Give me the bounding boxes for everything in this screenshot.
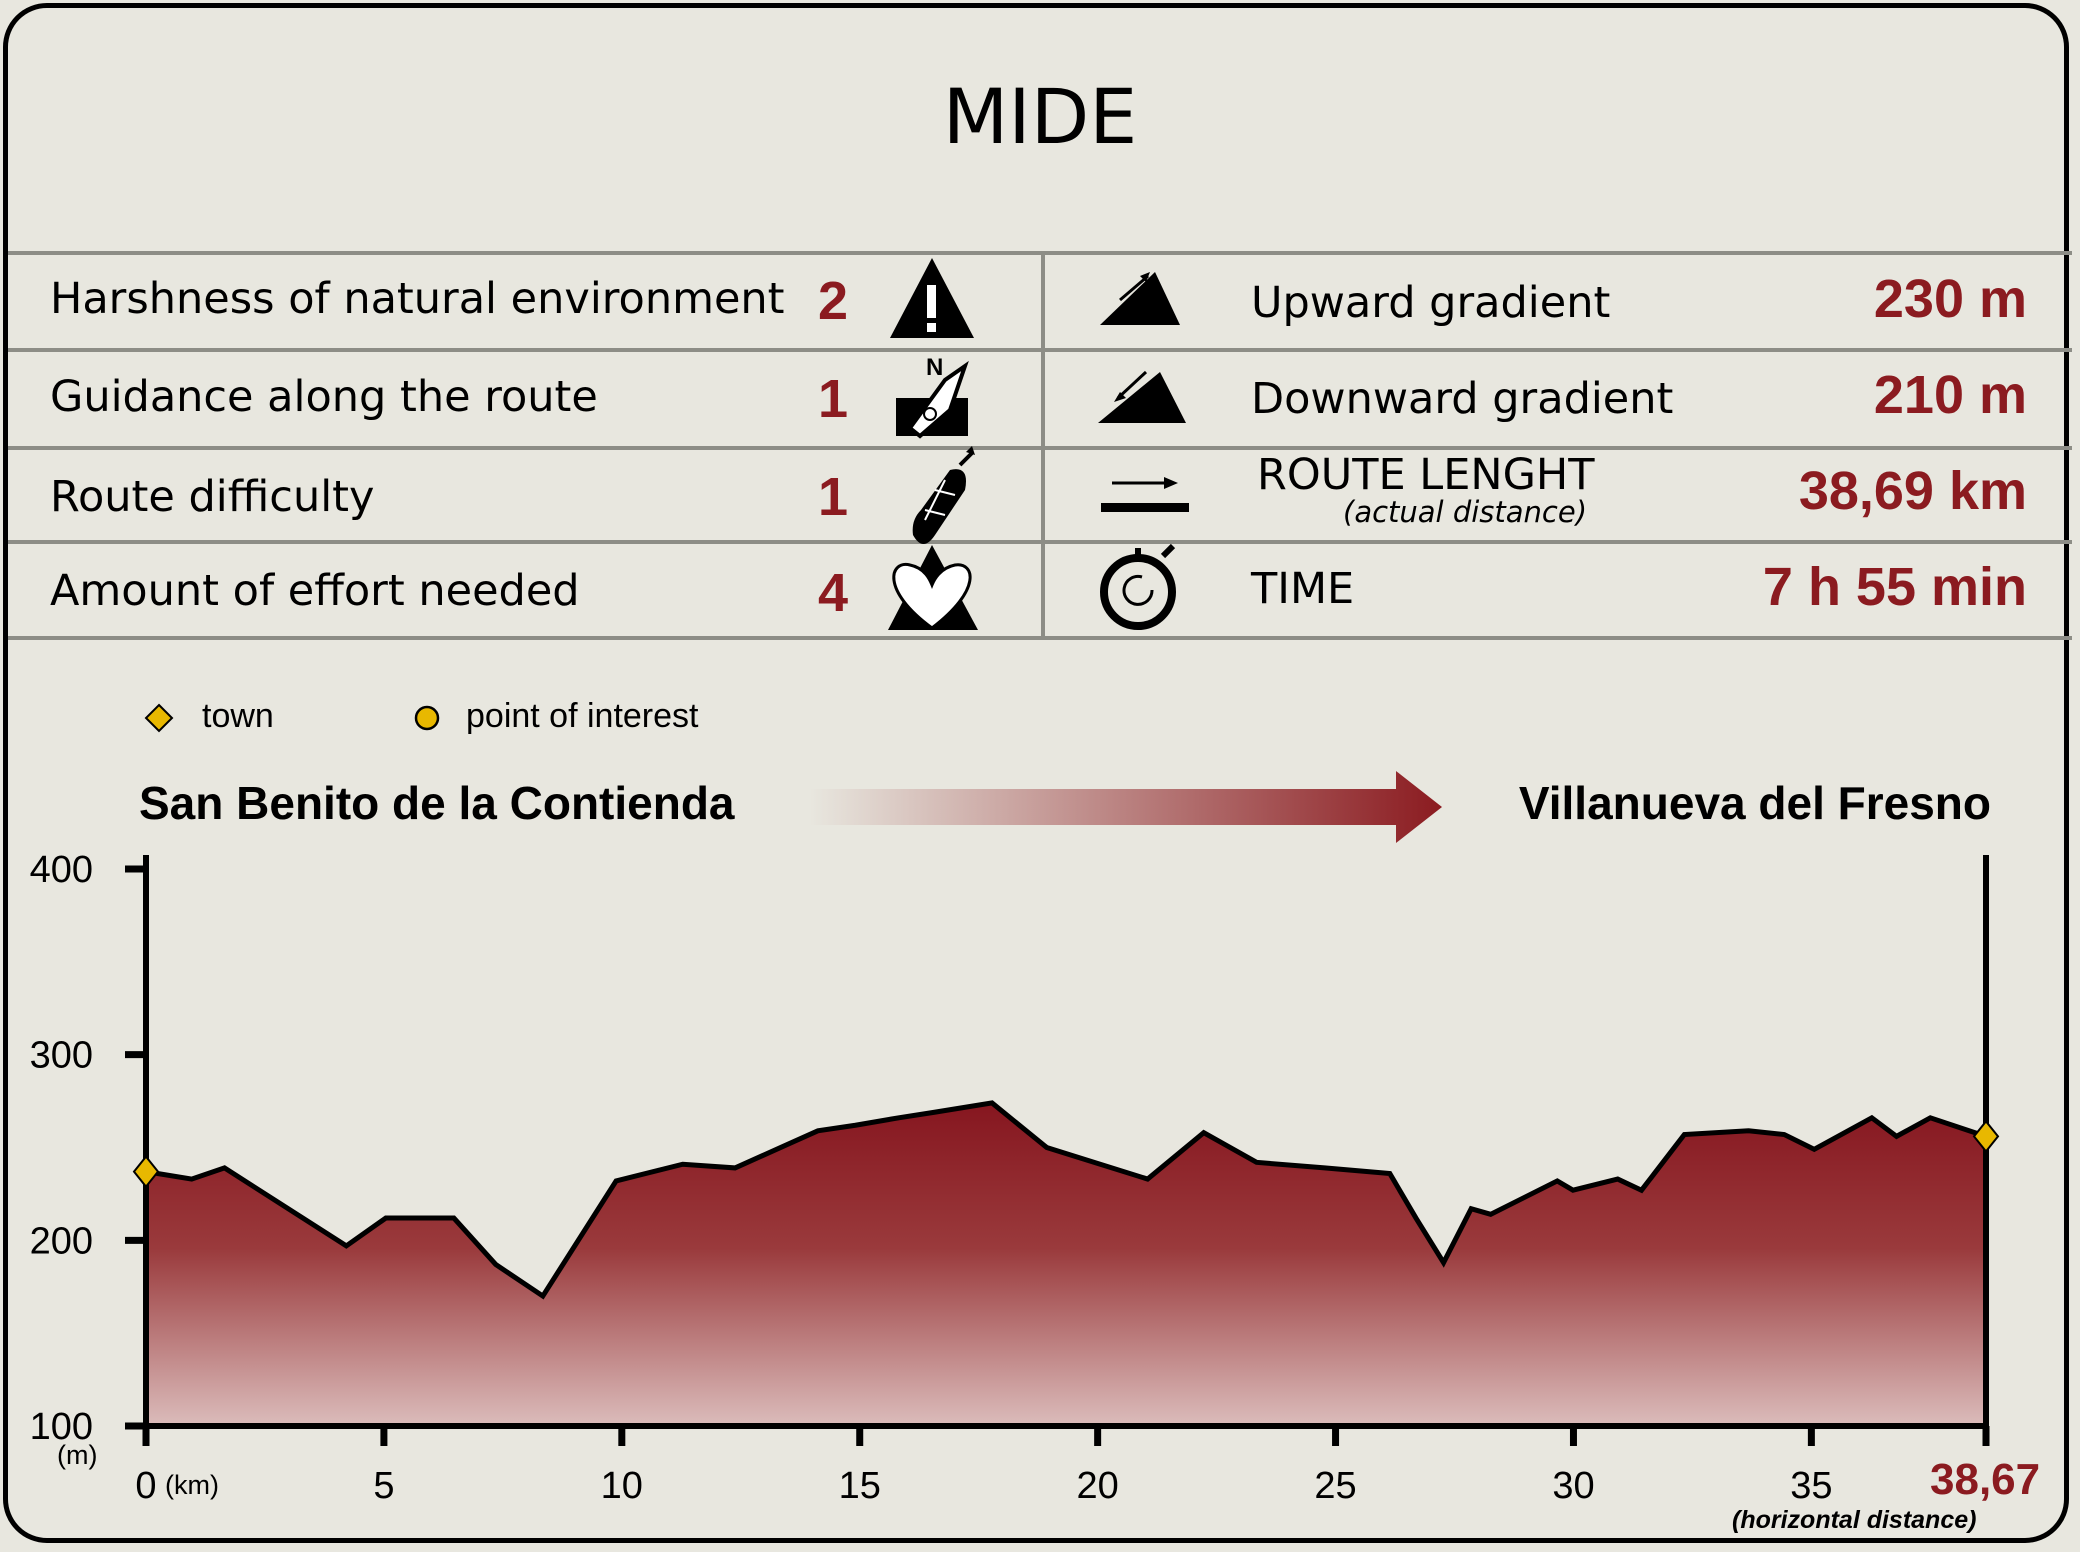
x-tick-label: 25 bbox=[1314, 1465, 1356, 1507]
mide-label-difficulty: Route difficulty bbox=[50, 472, 375, 522]
x-tick-label: 20 bbox=[1077, 1465, 1119, 1507]
elevation-area bbox=[146, 1102, 1986, 1426]
town-marker bbox=[1972, 1119, 2000, 1153]
stat-value-length: 38,69 km bbox=[1798, 461, 2027, 521]
divider bbox=[8, 446, 2072, 450]
mide-label-effort: Amount of effort needed bbox=[50, 566, 580, 616]
y-tick-label: 200 bbox=[30, 1220, 93, 1262]
downward-gradient-icon bbox=[1098, 370, 1186, 423]
divider bbox=[8, 348, 2072, 352]
town-marker bbox=[132, 1155, 160, 1189]
mide-value-harshness: 2 bbox=[818, 271, 849, 331]
compass-signpost-icon: N bbox=[896, 354, 969, 439]
mide-label-harshness: Harshness of natural environment bbox=[50, 274, 785, 324]
legend-poi: point of interest bbox=[466, 697, 699, 735]
distance-arrow-icon bbox=[1101, 477, 1189, 512]
stat-value-time: 7 h 55 min bbox=[1762, 557, 2027, 617]
page-title: MIDE bbox=[942, 72, 1138, 161]
frame-border bbox=[3, 3, 2069, 1543]
divider bbox=[8, 251, 2072, 255]
x-end-note: (horizontal distance) bbox=[1732, 1506, 1977, 1534]
y-tick-label: 100 bbox=[30, 1406, 93, 1448]
x-tick-label: 0 bbox=[135, 1465, 156, 1507]
x-tick-label: 35 bbox=[1790, 1465, 1832, 1507]
stopwatch-icon bbox=[1100, 543, 1176, 630]
stat-label-upward: Upward gradient bbox=[1251, 278, 1611, 328]
boot-sole-icon bbox=[912, 446, 975, 544]
y-tick-label: 300 bbox=[30, 1035, 93, 1077]
x-tick-label: 15 bbox=[839, 1465, 881, 1507]
direction-arrow-icon bbox=[809, 771, 1442, 843]
x-tick-label: 10 bbox=[601, 1465, 643, 1507]
elevation-line bbox=[145, 1100, 1987, 1300]
divider-vertical bbox=[1041, 253, 1045, 636]
x-tick-label: 30 bbox=[1552, 1465, 1594, 1507]
x-end-label: 38,67 bbox=[1930, 1455, 2041, 1504]
mide-value-guidance: 1 bbox=[818, 369, 849, 429]
divider bbox=[8, 636, 2072, 640]
stat-label-downward: Downward gradient bbox=[1251, 374, 1674, 424]
mide-label-guidance: Guidance along the route bbox=[50, 372, 598, 422]
route-start: San Benito de la Contienda bbox=[139, 777, 735, 829]
y-axis-unit: (m) bbox=[57, 1440, 98, 1470]
y-tick-label: 400 bbox=[30, 849, 93, 891]
divider bbox=[8, 540, 2072, 544]
upward-gradient-icon bbox=[1100, 272, 1180, 325]
x-axis-unit: (km) bbox=[165, 1470, 219, 1500]
svg-text:N: N bbox=[926, 354, 943, 381]
route-end: Villanueva del Fresno bbox=[1518, 777, 1991, 829]
point-of-interest-icon bbox=[414, 705, 440, 731]
stat-sublabel-length: (actual distance) bbox=[1343, 495, 1588, 529]
x-tick-label: 5 bbox=[373, 1465, 394, 1507]
stat-value-upward: 230 m bbox=[1873, 269, 2027, 329]
town-diamond-icon bbox=[144, 703, 174, 733]
warning-mountain-icon bbox=[890, 258, 974, 338]
stat-label-time: TIME bbox=[1251, 564, 1355, 614]
mide-value-effort: 4 bbox=[818, 563, 849, 623]
stat-label-length: ROUTE LENGHT bbox=[1257, 450, 1595, 500]
legend-town: town bbox=[202, 697, 274, 735]
stat-value-downward: 210 m bbox=[1873, 365, 2027, 425]
heart-mountain-icon bbox=[888, 545, 978, 630]
mide-value-difficulty: 1 bbox=[818, 467, 849, 527]
